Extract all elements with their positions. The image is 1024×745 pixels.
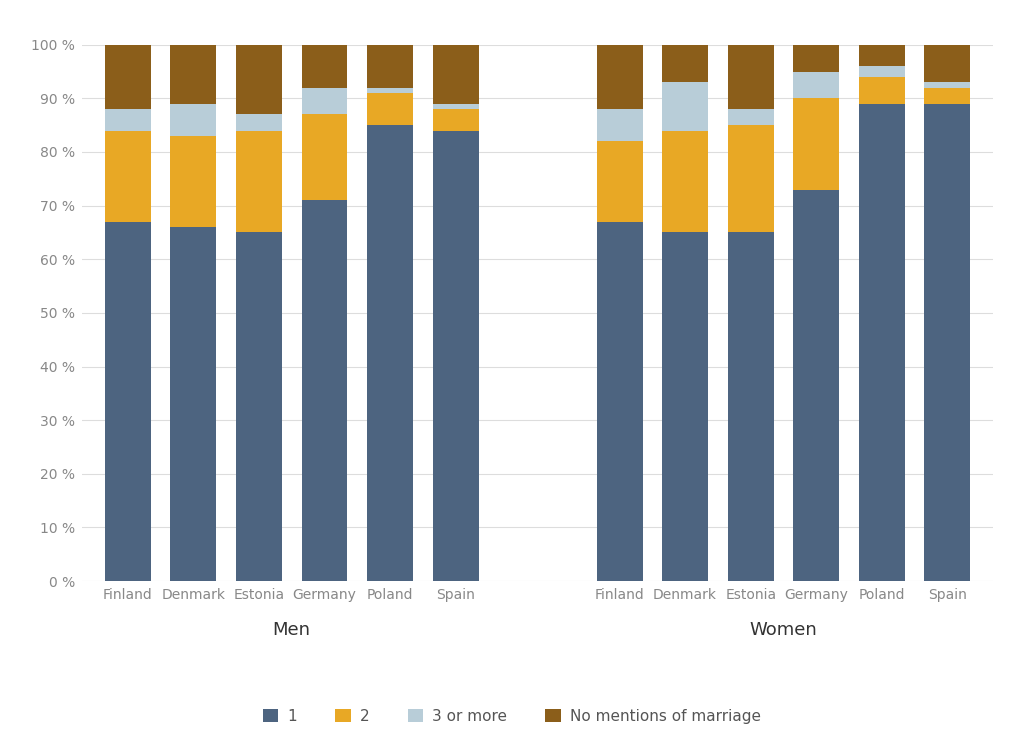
Bar xyxy=(663,45,708,82)
Bar xyxy=(663,130,708,232)
Bar xyxy=(104,45,151,109)
Text: Men: Men xyxy=(272,621,310,638)
Bar xyxy=(170,227,216,581)
Bar xyxy=(728,232,774,581)
Bar xyxy=(728,125,774,232)
Bar xyxy=(368,88,413,93)
Bar xyxy=(368,93,413,125)
Bar xyxy=(859,104,905,581)
Bar xyxy=(728,109,774,125)
Bar xyxy=(859,66,905,77)
Bar xyxy=(236,232,282,581)
Bar xyxy=(859,77,905,104)
Bar xyxy=(433,130,478,581)
Bar xyxy=(925,88,971,104)
Bar xyxy=(170,104,216,136)
Bar xyxy=(236,45,282,115)
Bar xyxy=(597,222,642,581)
Bar xyxy=(170,45,216,104)
Bar xyxy=(663,82,708,130)
Bar xyxy=(794,72,840,98)
Bar xyxy=(104,222,151,581)
Bar xyxy=(433,104,478,109)
Bar xyxy=(925,45,971,82)
Bar xyxy=(925,104,971,581)
Legend: 1, 2, 3 or more, No mentions of marriage: 1, 2, 3 or more, No mentions of marriage xyxy=(257,703,767,730)
Bar xyxy=(728,45,774,109)
Bar xyxy=(859,45,905,66)
Bar xyxy=(794,98,840,189)
Bar xyxy=(236,115,282,130)
Bar xyxy=(301,200,347,581)
Bar xyxy=(597,109,642,142)
Bar xyxy=(794,45,840,72)
Bar xyxy=(301,115,347,200)
Bar xyxy=(794,189,840,581)
Bar xyxy=(236,130,282,232)
Bar xyxy=(301,45,347,88)
Text: Women: Women xyxy=(750,621,817,638)
Bar xyxy=(663,232,708,581)
Bar xyxy=(368,125,413,581)
Bar xyxy=(104,130,151,222)
Bar xyxy=(597,45,642,109)
Bar xyxy=(433,45,478,104)
Bar xyxy=(170,136,216,227)
Bar xyxy=(433,109,478,130)
Bar xyxy=(368,45,413,88)
Bar xyxy=(925,82,971,88)
Bar xyxy=(301,88,347,115)
Bar xyxy=(597,142,642,222)
Bar xyxy=(104,109,151,130)
